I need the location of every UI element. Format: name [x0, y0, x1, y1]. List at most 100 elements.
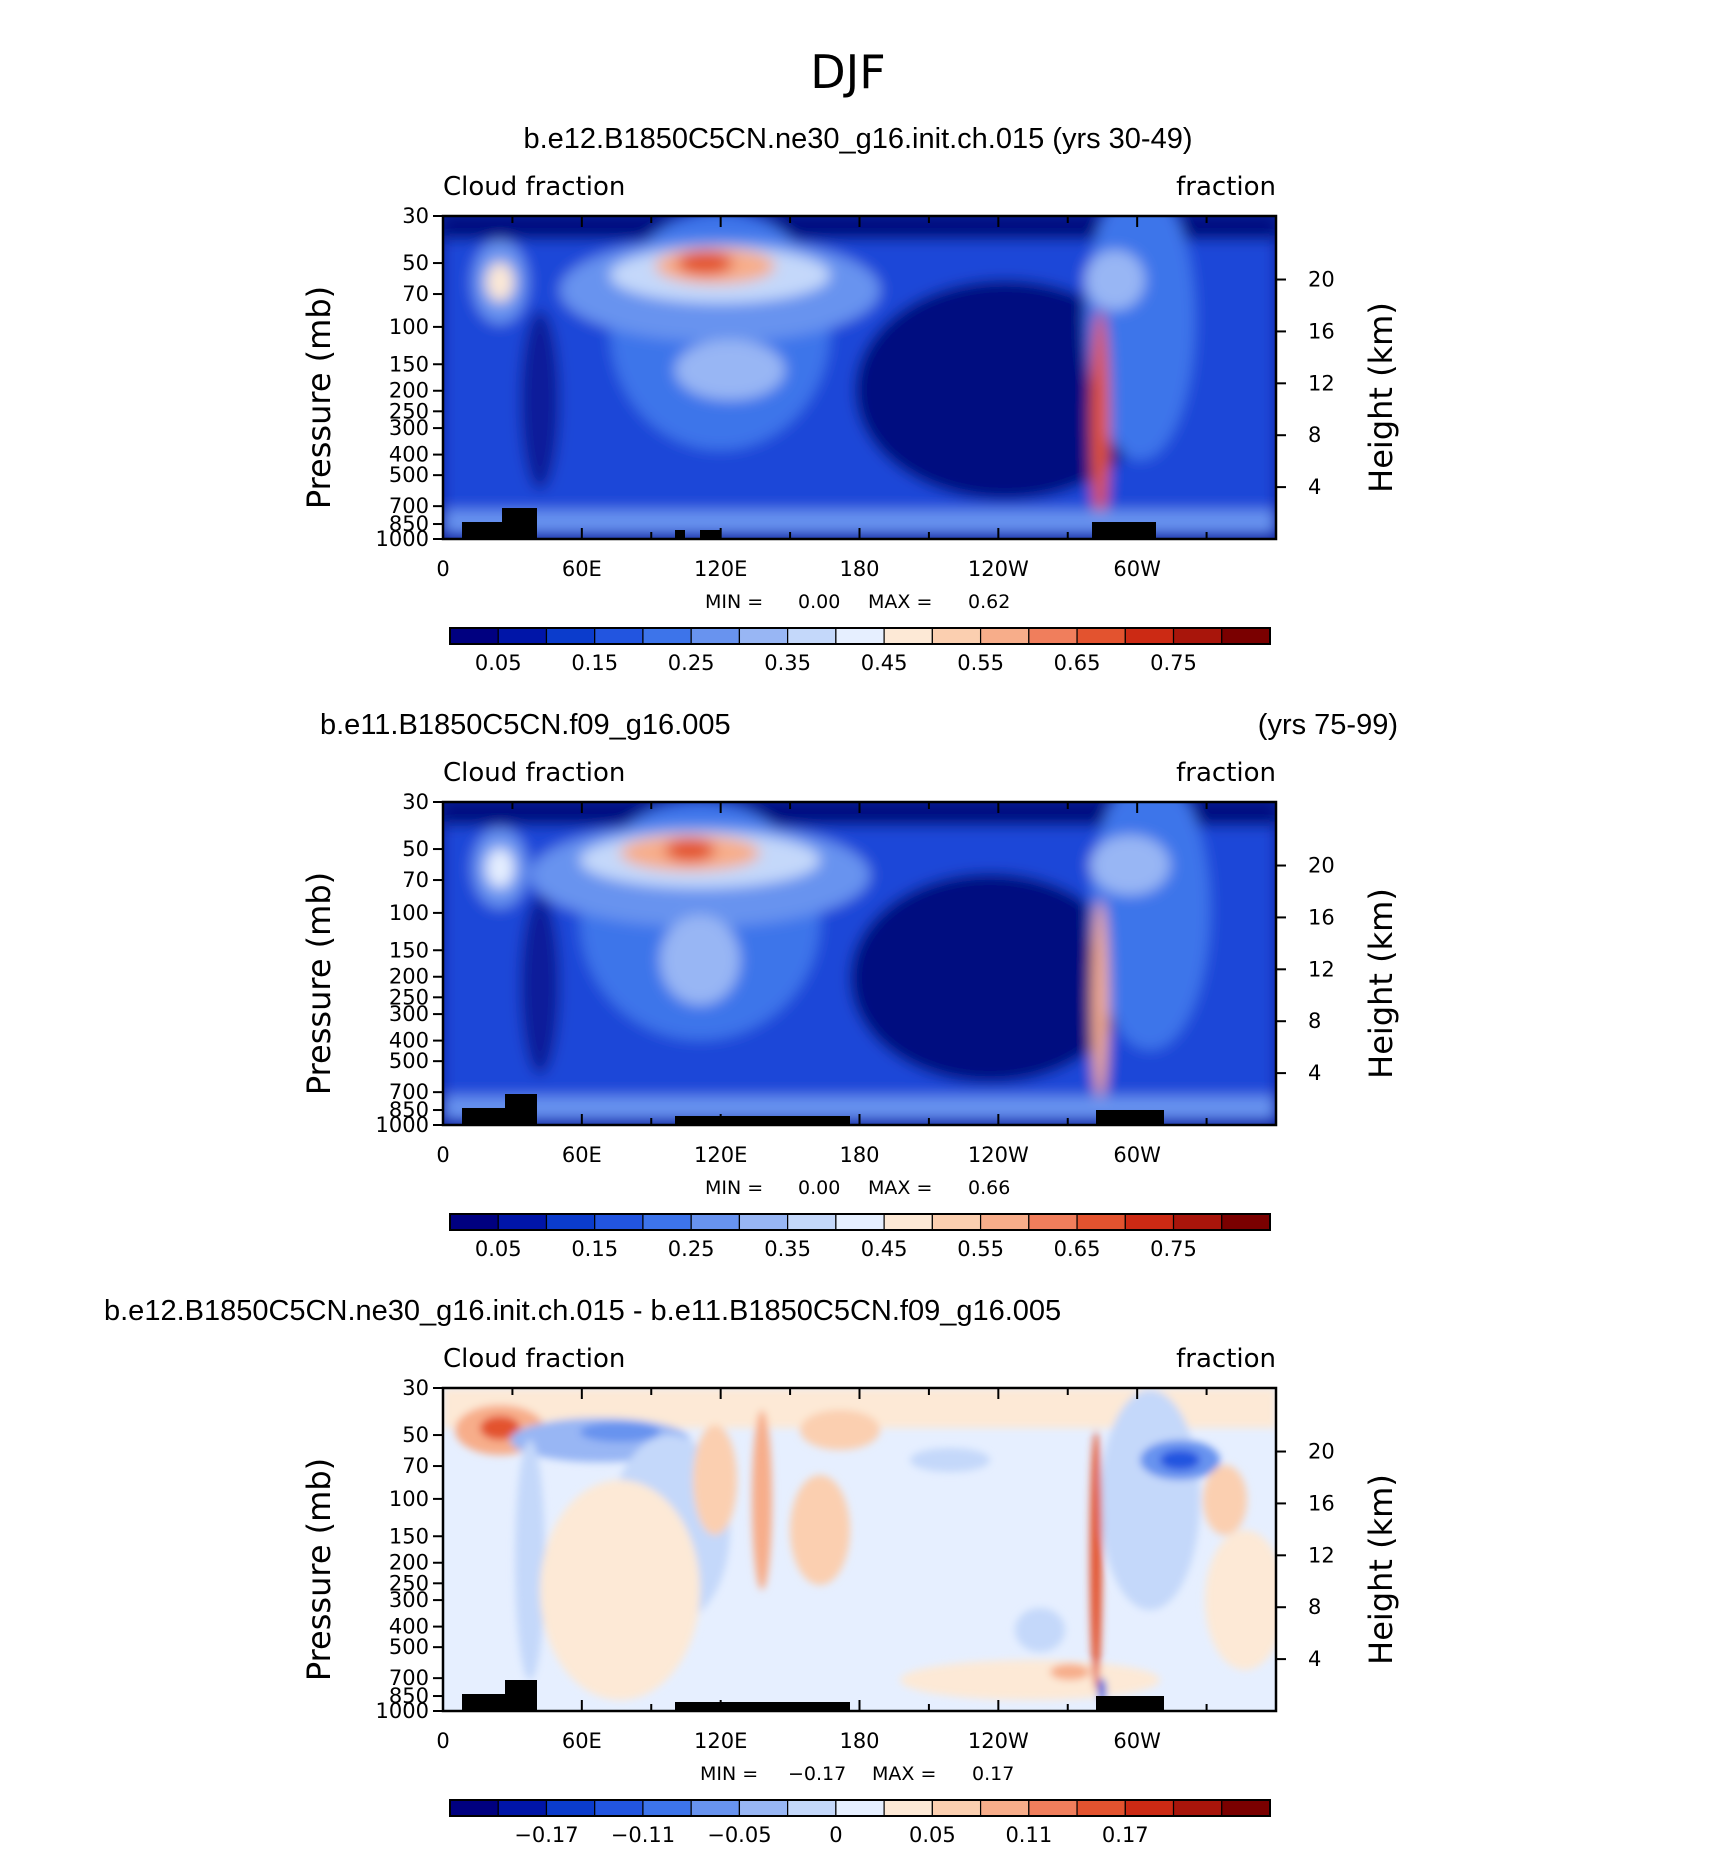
colorbar-swatch [979, 627, 1030, 645]
panel-1-title: b.e12.B1850C5CN.ne30_g16.init.ch.015 (yr… [523, 123, 1192, 155]
panel-2-title-left: b.e11.B1850C5CN.f09_g16.005 [320, 709, 731, 741]
colorbar-label: 0.25 [668, 1237, 715, 1261]
y-tick-label: 200 [389, 379, 429, 403]
panel-3: b.e12.B1850C5CN.ne30_g16.init.ch.015 - b… [104, 1295, 1400, 1847]
colorbar-swatch [738, 627, 789, 645]
y-right-tick-label: 4 [1308, 1061, 1321, 1085]
colorbar-label: 0.45 [861, 1237, 908, 1261]
y-tick-label: 30 [402, 204, 429, 228]
colorbar-swatch [545, 1799, 596, 1817]
y-tick-label: 850 [389, 512, 429, 536]
panel-1-max-label: MAX = [868, 591, 932, 613]
panel-3-left-label: Cloud fraction [443, 1344, 625, 1374]
y-right-tick-label: 16 [1308, 319, 1335, 343]
panel-2-field [443, 802, 1276, 1125]
y-tick-label: 700 [389, 1666, 429, 1690]
y-right-axis-title: Height (km) [1362, 302, 1400, 493]
colorbar-label: 0.65 [1054, 1237, 1101, 1261]
colorbar-swatch [1221, 627, 1271, 645]
y-tick-label: 850 [389, 1098, 429, 1122]
panel-3-field [443, 1388, 1276, 1711]
colorbar-swatch [883, 627, 933, 645]
y-tick-label: 150 [389, 1524, 429, 1548]
y-tick-label: 250 [389, 399, 429, 423]
y-right-axis-title: Height (km) [1362, 1474, 1400, 1665]
panel-1-right-label: fraction [1176, 172, 1276, 202]
y-axis-title: Pressure (mb) [300, 1458, 338, 1681]
panel-1-x-ticks: 0 60E 120E 180 120W 60W [436, 216, 1277, 581]
panel-1-left-label: Cloud fraction [443, 172, 625, 202]
y-tick-label: 500 [389, 1049, 429, 1073]
panel-3-x-ticks: 0 60E 120E 180 120W 60W [436, 1388, 1277, 1753]
colorbar-label: 0.25 [668, 651, 715, 675]
y-right-axis-title: Height (km) [1362, 888, 1400, 1079]
panel-2-min-value: 0.00 [798, 1177, 840, 1199]
colorbar-swatch [690, 627, 741, 645]
y-right-tick-label: 20 [1308, 268, 1335, 292]
colorbar-swatch [497, 627, 548, 645]
y-tick-label: 300 [389, 1588, 429, 1612]
panel-2-right-label: fraction [1176, 758, 1276, 788]
y-right-tick-label: 4 [1308, 1647, 1321, 1671]
y-right-tick-label: 8 [1308, 1595, 1321, 1619]
y-right-tick-label: 16 [1308, 905, 1335, 929]
panel-2-max-value: 0.66 [968, 1177, 1010, 1199]
y-tick-label: 30 [402, 1376, 429, 1400]
colorbar-swatch [1028, 1213, 1078, 1231]
y-right-tick-label: 4 [1308, 475, 1321, 499]
panel-1-colorbar: 0.05 0.15 0.25 0.35 0.45 0.55 0.65 0.75 [449, 627, 1271, 675]
colorbar-label: 0.55 [957, 1237, 1004, 1261]
x-tick-label: 60E [562, 1729, 602, 1753]
colorbar-swatch [979, 1213, 1030, 1231]
x-tick-label: 60E [562, 1143, 602, 1167]
colorbar-label: 0.05 [475, 1237, 522, 1261]
colorbar-swatch [835, 1213, 885, 1231]
y-tick-label: 200 [389, 965, 429, 989]
colorbar-swatch [1124, 1799, 1175, 1817]
panel-2: b.e11.B1850C5CN.f09_g16.005 (yrs 75-99) … [300, 709, 1400, 1261]
panel-2-left-label: Cloud fraction [443, 758, 625, 788]
y-tick-label: 500 [389, 463, 429, 487]
colorbar-label: 0.45 [861, 651, 908, 675]
colorbar-frame [449, 1799, 1271, 1817]
x-tick-label: 120W [968, 557, 1029, 581]
y-axis-title: Pressure (mb) [300, 872, 338, 1095]
colorbar-swatch [642, 627, 692, 645]
x-tick-label: 120W [968, 1729, 1029, 1753]
x-tick-label: 60W [1113, 1729, 1161, 1753]
colorbar-swatch [449, 1213, 499, 1231]
colorbar-swatch [738, 1213, 789, 1231]
y-tick-label: 250 [389, 985, 429, 1009]
colorbar-swatch [1172, 1213, 1223, 1231]
panel-2-max-label: MAX = [868, 1177, 932, 1199]
y-right-tick-label: 8 [1308, 423, 1321, 447]
colorbar-label: −0.05 [707, 1823, 771, 1847]
panel-1: b.e12.B1850C5CN.ne30_g16.init.ch.015 (yr… [300, 123, 1400, 675]
x-tick-label: 120E [694, 557, 747, 581]
y-axis-title: Pressure (mb) [300, 286, 338, 509]
y-tick-label: 850 [389, 1684, 429, 1708]
panel-1-max-value: 0.62 [968, 591, 1010, 613]
colorbar-swatch [594, 627, 644, 645]
colorbar-label: 0.17 [1102, 1823, 1149, 1847]
y-tick-label: 700 [389, 1080, 429, 1104]
x-tick-label: 0 [436, 1729, 449, 1753]
colorbar-swatch [545, 627, 596, 645]
y-right-tick-label: 8 [1308, 1009, 1321, 1033]
colorbar-label: 0.55 [957, 651, 1004, 675]
y-right-tick-label: 20 [1308, 1440, 1335, 1464]
colorbar-label: −0.17 [514, 1823, 578, 1847]
x-tick-label: 60W [1113, 557, 1161, 581]
panel-2-colorbar: 0.05 0.15 0.25 0.35 0.45 0.55 0.65 0.75 [449, 1213, 1271, 1261]
colorbar-swatch [883, 1213, 933, 1231]
y-right-tick-label: 20 [1308, 854, 1335, 878]
y-tick-label: 150 [389, 352, 429, 376]
x-tick-label: 180 [839, 557, 879, 581]
y-tick-label: 1000 [376, 1113, 429, 1137]
colorbar-swatch [979, 1799, 1030, 1817]
colorbar-label: 0.05 [909, 1823, 956, 1847]
colorbar-swatch [449, 1799, 499, 1817]
